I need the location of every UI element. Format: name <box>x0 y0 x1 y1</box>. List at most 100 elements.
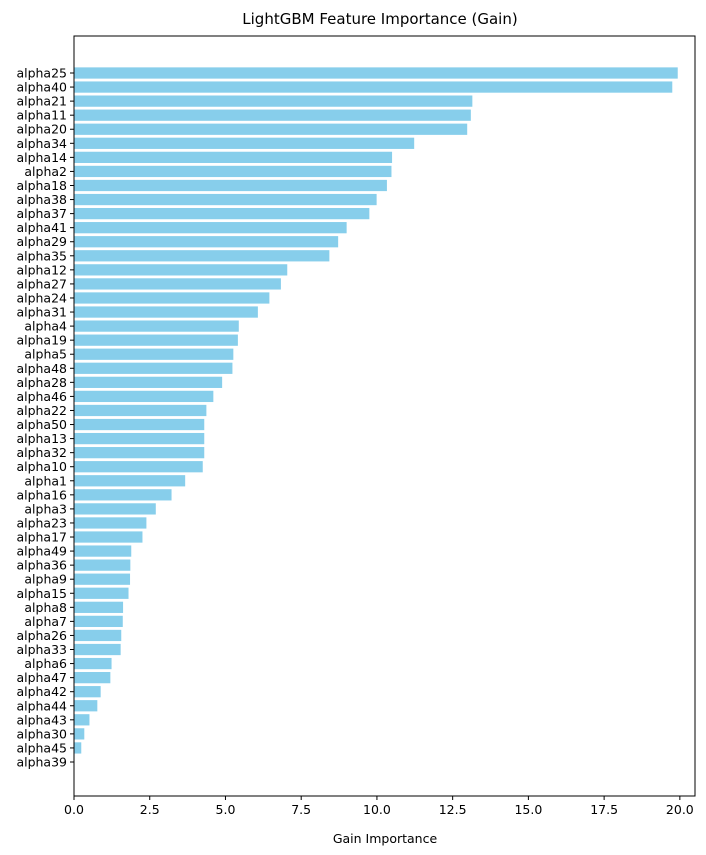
bar-alpha1 <box>74 475 186 487</box>
bar-alpha50 <box>74 418 205 431</box>
y-tick-label: alpha25 <box>16 66 67 81</box>
bar-alpha2 <box>74 165 392 178</box>
y-tick-label: alpha18 <box>16 178 67 193</box>
bar-alpha16 <box>74 489 172 501</box>
bar-alpha47 <box>74 672 111 684</box>
bar-alpha44 <box>74 700 98 712</box>
y-tick-label: alpha44 <box>16 698 67 713</box>
y-tick-label: alpha4 <box>24 319 67 334</box>
y-tick-label: alpha16 <box>16 487 67 502</box>
y-tick-label: alpha9 <box>24 572 67 587</box>
y-tick-label: alpha14 <box>16 150 67 165</box>
bar-alpha13 <box>74 432 205 445</box>
y-tick-label: alpha47 <box>16 670 67 685</box>
bar-alpha22 <box>74 404 207 417</box>
y-tick-label: alpha6 <box>24 656 67 671</box>
y-tick-label: alpha22 <box>16 403 67 418</box>
y-tick-label: alpha1 <box>24 473 67 488</box>
bar-alpha43 <box>74 714 90 726</box>
x-tick-label: 0.0 <box>64 802 84 817</box>
y-tick-label: alpha48 <box>16 361 67 376</box>
bar-alpha34 <box>74 137 415 149</box>
bar-alpha27 <box>74 278 281 290</box>
y-tick-label: alpha20 <box>16 122 67 137</box>
bar-alpha26 <box>74 629 122 642</box>
bar-alpha19 <box>74 334 238 346</box>
y-tick-label: alpha10 <box>16 459 67 474</box>
bar-alpha31 <box>74 306 258 318</box>
bar-alpha10 <box>74 461 203 473</box>
bar-alpha7 <box>74 615 123 628</box>
y-tick-label: alpha33 <box>16 642 67 657</box>
y-tick-label: alpha34 <box>16 136 67 151</box>
x-tick-label: 20.0 <box>666 802 694 817</box>
x-axis-ticks: 0.0 2.5 5.0 7.5 10.0 12.5 15.0 17.5 20.0 <box>64 796 694 817</box>
bar-alpha21 <box>74 95 473 107</box>
bar-alpha41 <box>74 222 347 234</box>
y-tick-label: alpha41 <box>16 220 67 235</box>
x-tick-label: 2.5 <box>140 802 160 817</box>
bar-alpha5 <box>74 348 234 360</box>
y-tick-label: alpha26 <box>16 628 67 643</box>
y-tick-label: alpha40 <box>16 80 67 95</box>
x-tick-label: 10.0 <box>363 802 391 817</box>
y-tick-label: alpha38 <box>16 192 67 207</box>
bar-alpha11 <box>74 109 471 121</box>
y-tick-label: alpha24 <box>16 290 67 305</box>
plot-area-frame <box>73 35 696 797</box>
y-tick-label: alpha37 <box>16 206 67 221</box>
bar-alpha4 <box>74 320 239 332</box>
y-tick-label: alpha7 <box>24 614 67 629</box>
chart-title: LightGBM Feature Importance (Gain) <box>242 10 517 28</box>
bar-alpha28 <box>74 376 223 388</box>
bar-alpha46 <box>74 390 214 403</box>
x-tick-label: 17.5 <box>590 802 618 817</box>
y-tick-label: alpha27 <box>16 276 67 291</box>
bar-alpha8 <box>74 601 124 613</box>
y-tick-label: alpha46 <box>16 389 67 404</box>
bar-alpha14 <box>74 151 393 163</box>
x-tick-label: 5.0 <box>216 802 236 817</box>
bar-alpha9 <box>74 573 131 585</box>
x-tick-label: 12.5 <box>439 802 467 817</box>
y-tick-label: alpha49 <box>16 544 67 559</box>
bar-alpha23 <box>74 517 147 529</box>
bar-alpha45 <box>74 742 82 754</box>
y-tick-label: alpha21 <box>16 94 67 109</box>
bar-alpha12 <box>74 264 288 276</box>
y-tick-label: alpha11 <box>16 108 67 123</box>
y-tick-label: alpha30 <box>16 726 67 741</box>
y-tick-label: alpha23 <box>16 515 67 530</box>
bar-alpha24 <box>74 292 270 304</box>
bar-alpha32 <box>74 447 205 459</box>
y-tick-label: alpha43 <box>16 712 67 727</box>
bar-alpha38 <box>74 193 377 206</box>
y-tick-label: alpha36 <box>16 558 67 573</box>
y-tick-label: alpha45 <box>16 740 67 755</box>
bar-alpha17 <box>74 531 143 543</box>
bar-alpha40 <box>74 81 673 93</box>
bar-alpha35 <box>74 250 330 262</box>
bar-alpha3 <box>74 503 156 515</box>
bar-alpha36 <box>74 559 131 571</box>
bar-alpha37 <box>74 207 370 220</box>
y-tick-label: alpha15 <box>16 586 67 601</box>
x-tick-label: 15.0 <box>514 802 542 817</box>
x-axis-label: Gain Importance <box>333 831 438 846</box>
bar-alpha42 <box>74 686 101 698</box>
y-tick-label: alpha50 <box>16 417 67 432</box>
y-tick-label: alpha19 <box>16 333 67 348</box>
bar-alpha25 <box>74 67 678 79</box>
bar-alpha15 <box>74 587 129 599</box>
y-tick-label: alpha35 <box>16 248 67 263</box>
y-tick-label: alpha29 <box>16 234 67 249</box>
y-axis-ticks: alpha25alpha40alpha21alpha11alpha20alpha… <box>16 66 74 770</box>
y-tick-label: alpha2 <box>24 164 67 179</box>
y-tick-label: alpha17 <box>16 530 67 545</box>
y-tick-label: alpha5 <box>24 347 67 362</box>
bar-alpha29 <box>74 236 339 248</box>
y-tick-label: alpha13 <box>16 431 67 446</box>
y-tick-label: alpha42 <box>16 684 67 699</box>
bars-group <box>74 67 678 754</box>
